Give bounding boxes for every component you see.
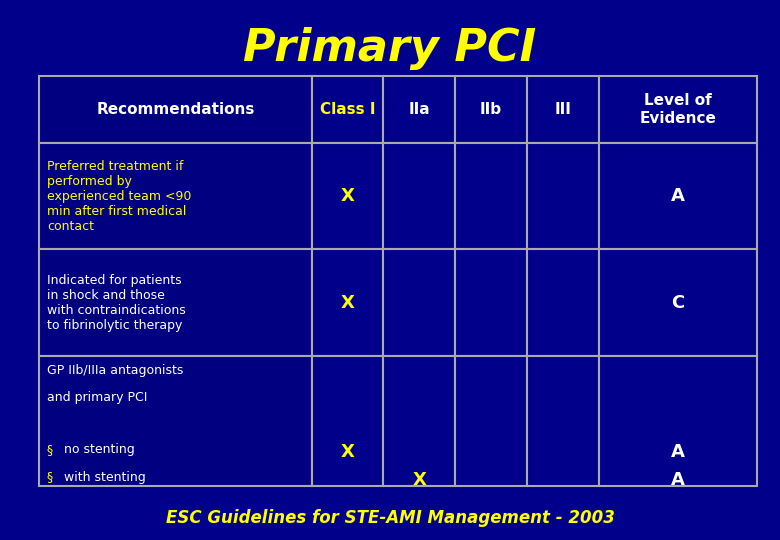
- Text: X: X: [341, 187, 354, 205]
- Text: ESC Guidelines for STE-AMI Management - 2003: ESC Guidelines for STE-AMI Management - …: [165, 509, 615, 528]
- Bar: [599, 249, 757, 356]
- Text: with stenting: with stenting: [64, 470, 146, 483]
- Text: Recommendations: Recommendations: [96, 102, 254, 117]
- Text: §: §: [47, 443, 53, 456]
- Bar: [312, 356, 384, 486]
- Text: C: C: [671, 294, 684, 312]
- Bar: [527, 249, 599, 356]
- Bar: [312, 143, 384, 249]
- Text: Level of
Evidence: Level of Evidence: [640, 93, 716, 126]
- Text: no stenting: no stenting: [64, 443, 135, 456]
- Bar: [527, 356, 599, 486]
- Text: GP IIb/IIIa antagonists: GP IIb/IIIa antagonists: [47, 364, 183, 377]
- Bar: [456, 356, 527, 486]
- Text: §: §: [47, 470, 53, 483]
- Bar: [456, 76, 527, 143]
- Text: A: A: [671, 470, 685, 489]
- Bar: [39, 249, 312, 356]
- Bar: [39, 143, 312, 249]
- Text: A: A: [671, 443, 685, 461]
- Bar: [384, 249, 456, 356]
- Text: III: III: [555, 102, 571, 117]
- Bar: [312, 249, 384, 356]
- Bar: [384, 356, 456, 486]
- Text: Preferred treatment if
performed by
experienced team <90
min after first medical: Preferred treatment if performed by expe…: [47, 160, 191, 233]
- Bar: [39, 76, 312, 143]
- Bar: [39, 356, 312, 486]
- Bar: [599, 76, 757, 143]
- Text: X: X: [341, 294, 354, 312]
- Bar: [384, 143, 456, 249]
- Bar: [599, 143, 757, 249]
- Text: Primary PCI: Primary PCI: [243, 27, 537, 70]
- Text: IIa: IIa: [409, 102, 430, 117]
- Text: Class I: Class I: [320, 102, 375, 117]
- Text: and primary PCI: and primary PCI: [47, 391, 147, 404]
- Bar: [527, 143, 599, 249]
- Text: X: X: [413, 470, 426, 489]
- Bar: [312, 76, 384, 143]
- Bar: [456, 249, 527, 356]
- Bar: [527, 76, 599, 143]
- Text: X: X: [341, 443, 354, 461]
- Bar: [384, 76, 456, 143]
- Bar: [599, 356, 757, 486]
- Bar: [456, 143, 527, 249]
- Text: Indicated for patients
in shock and those
with contraindications
to fibrinolytic: Indicated for patients in shock and thos…: [47, 274, 186, 332]
- Text: IIb: IIb: [480, 102, 502, 117]
- Text: A: A: [671, 187, 685, 205]
